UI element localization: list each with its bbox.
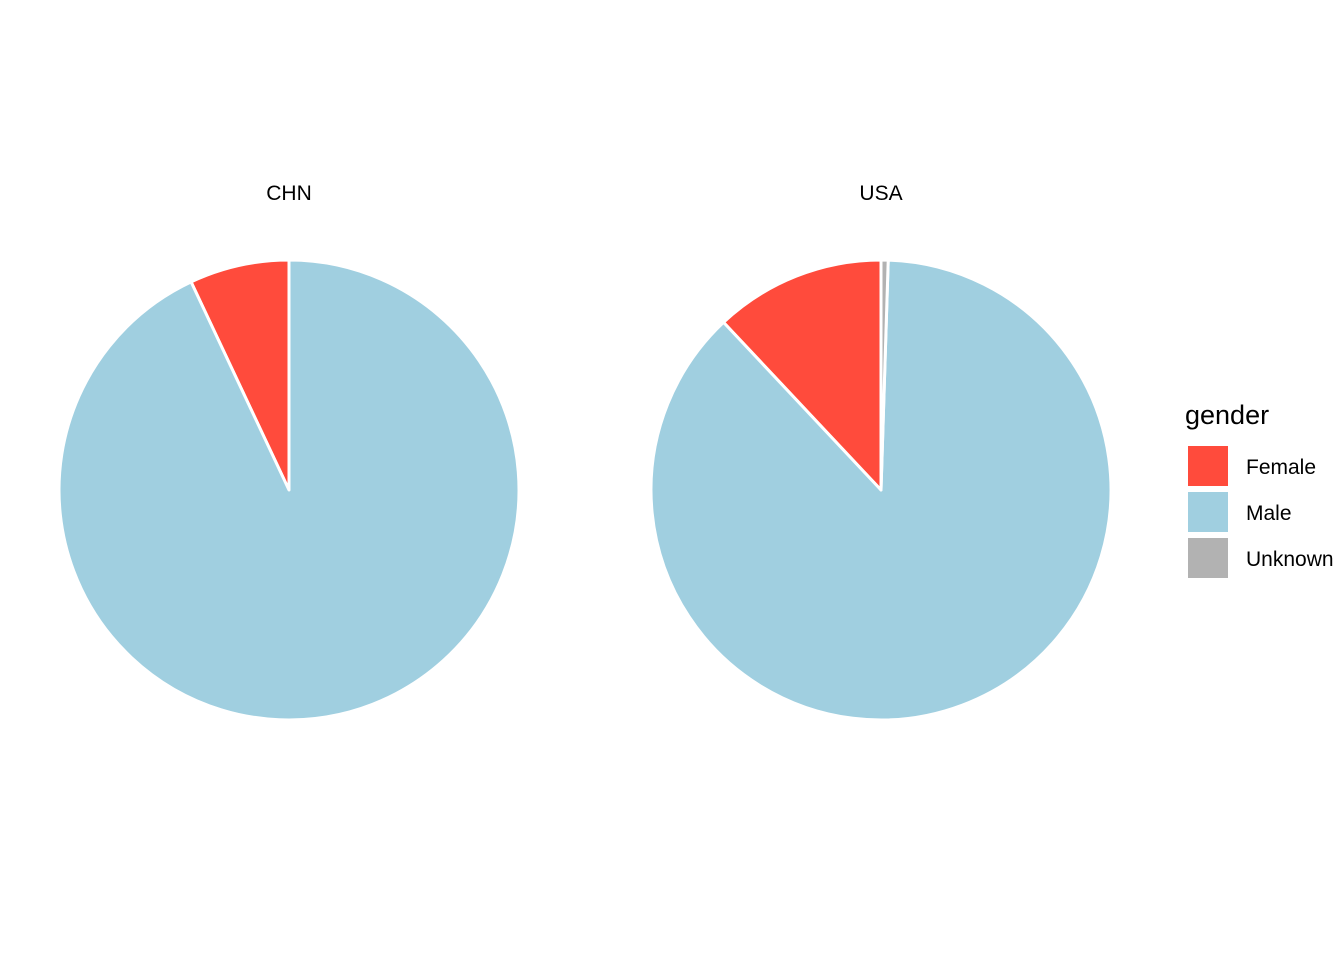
facet-panels: CHN USA	[57, 182, 1113, 722]
pie-chn-slices	[57, 258, 521, 722]
legend-key-unknown	[1188, 538, 1228, 578]
legend-title: gender	[1185, 400, 1269, 430]
facet-usa: USA	[649, 182, 1113, 722]
pie-usa-slices	[649, 258, 1113, 722]
legend: gender Female Male Unknown	[1185, 400, 1334, 578]
facet-label-usa: USA	[859, 182, 902, 205]
pie-slice-chn-male	[57, 258, 521, 722]
pie-slice-usa-unknown	[879, 258, 890, 492]
legend-label-male: Male	[1246, 502, 1292, 525]
legend-key-female	[1188, 446, 1228, 486]
pie-slice-usa-female	[722, 258, 883, 492]
legend-label-female: Female	[1246, 456, 1316, 479]
facet-chn: CHN	[57, 182, 521, 722]
pie-slice-chn-female	[189, 258, 291, 492]
legend-key-male	[1188, 492, 1228, 532]
facet-label-chn: CHN	[266, 182, 312, 205]
legend-label-unknown: Unknown	[1246, 548, 1334, 571]
